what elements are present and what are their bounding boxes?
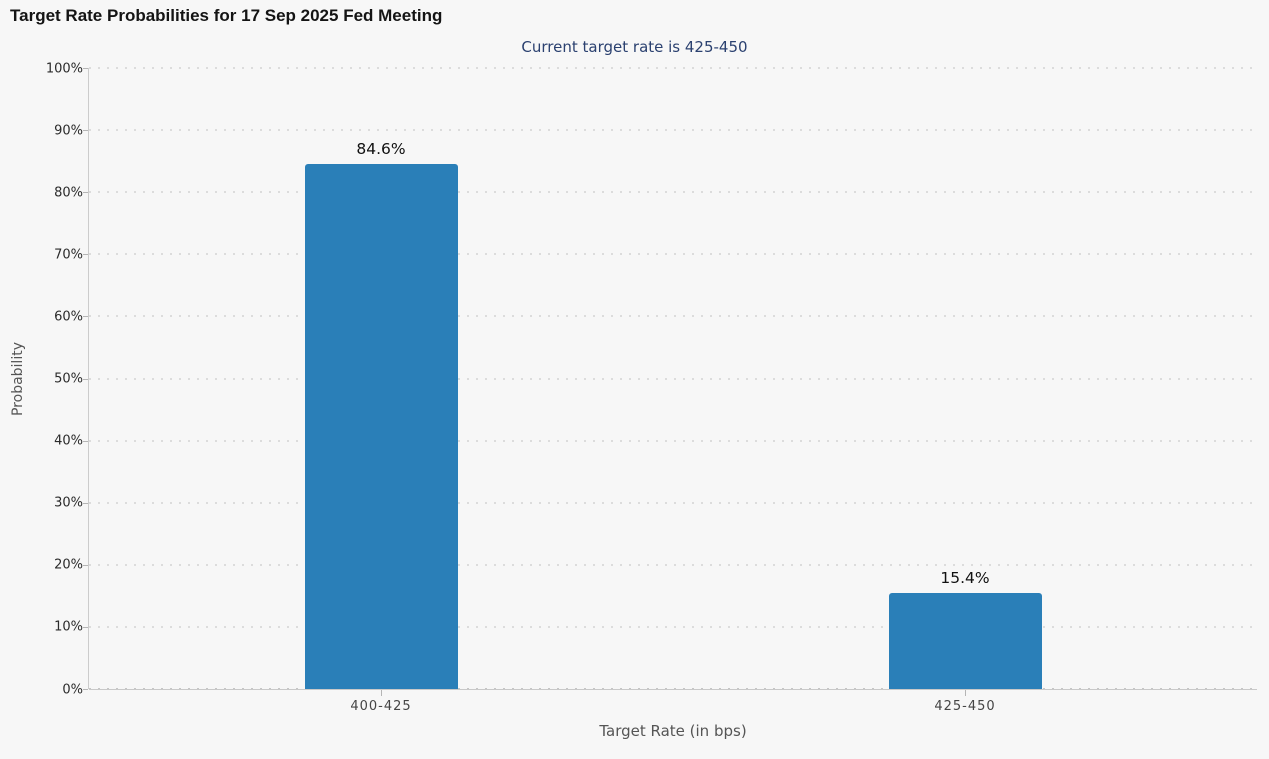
- x-axis-title: Target Rate (in bps): [599, 722, 747, 740]
- gridline-60%: [89, 315, 1257, 318]
- gridline-10%: [89, 625, 1257, 628]
- chart-title: Target Rate Probabilities for 17 Sep 202…: [10, 6, 443, 25]
- y-axis-label-100%: 100%: [45, 61, 83, 76]
- x-axis-line: [89, 689, 1257, 690]
- y-axis-tick-80%: [83, 192, 88, 194]
- y-axis-tick-90%: [83, 130, 88, 132]
- y-axis-label-60%: 60%: [54, 309, 83, 325]
- y-axis-label-70%: 70%: [54, 247, 83, 263]
- gridline-70%: [89, 253, 1257, 256]
- gridline-80%: [89, 191, 1257, 194]
- y-axis-label-10%: 10%: [54, 619, 83, 635]
- bar-value-label-400-425: 84.6%: [356, 139, 406, 158]
- y-axis-tick-70%: [83, 254, 88, 256]
- chart-subtitle: Current target rate is 425-450: [521, 38, 748, 56]
- x-axis-tick-425-450: [965, 690, 966, 696]
- gridline-90%: [89, 129, 1257, 132]
- y-axis-tick-10%: [83, 626, 88, 628]
- y-axis-line: [88, 68, 89, 689]
- y-axis-label-30%: 30%: [54, 495, 83, 511]
- gridline-100%: [89, 67, 1257, 69]
- gridline-20%: [89, 563, 1257, 566]
- y-axis-label-90%: 90%: [54, 123, 83, 139]
- gridline-50%: [89, 377, 1257, 380]
- bar-400-425[interactable]: [304, 163, 458, 689]
- y-axis-label-50%: 50%: [54, 371, 83, 387]
- y-axis-label-80%: 80%: [54, 185, 83, 201]
- bar-425-450[interactable]: [888, 593, 1042, 689]
- gridline-30%: [89, 501, 1257, 504]
- x-axis-label-400-425: 400-425: [350, 699, 412, 714]
- y-axis-tick-50%: [83, 378, 88, 380]
- y-axis-label-20%: 20%: [54, 557, 83, 573]
- y-axis-tick-30%: [83, 502, 88, 504]
- y-axis-tick-0%: [83, 689, 88, 690]
- gridline-40%: [89, 439, 1257, 442]
- x-axis-label-425-450: 425-450: [934, 699, 996, 714]
- y-axis-tick-100%: [83, 68, 88, 69]
- y-axis-tick-40%: [83, 440, 88, 442]
- y-axis-tick-60%: [83, 316, 88, 318]
- y-axis-label-40%: 40%: [54, 433, 83, 449]
- bar-value-label-425-450: 15.4%: [940, 569, 990, 588]
- y-axis-label-0%: 0%: [62, 682, 83, 697]
- y-axis-tick-20%: [83, 564, 88, 566]
- x-axis-tick-400-425: [381, 690, 382, 696]
